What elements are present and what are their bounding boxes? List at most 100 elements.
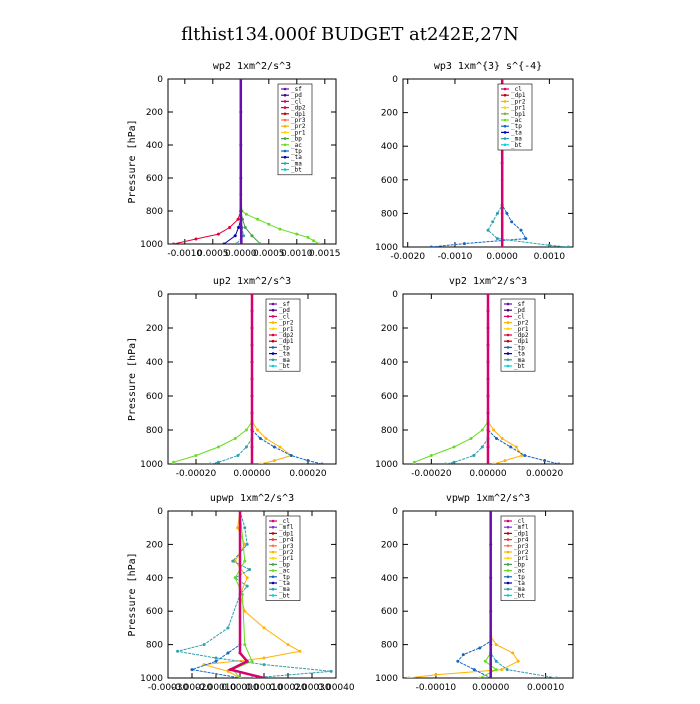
data-point-cl: [250, 377, 254, 381]
legend-label: _cl: [279, 518, 290, 525]
data-point-pr2: [406, 676, 410, 678]
legend-marker: [506, 575, 510, 579]
legend-marker: [503, 124, 507, 128]
legend-label: _dp1: [514, 530, 529, 537]
data-point-ac: [412, 462, 416, 464]
legend-label: _pr3: [514, 543, 529, 550]
panel-title: up2 1xm^2/s^3: [213, 276, 291, 287]
data-point-cl: [486, 462, 490, 464]
legend-label: _pr1: [279, 326, 294, 333]
data-point-ac: [243, 643, 247, 647]
data-point-ma: [245, 542, 249, 546]
data-point-tp: [429, 245, 433, 247]
x-tick-label: -0.00020: [176, 469, 217, 479]
legend-marker: [271, 308, 275, 312]
panel-vp2: vp2 1xm^2/s^3 0 200 400 600 800 1000 -0.00020 0.…: [375, 276, 574, 479]
data-point-cl: [250, 360, 254, 364]
legend-label: _ma: [279, 586, 290, 593]
data-point-cl: [486, 411, 490, 415]
legend-label: _dp1: [279, 530, 294, 537]
series-line-tp: [457, 511, 492, 678]
legend-marker: [503, 143, 507, 147]
x-tick-label: -0.00030: [148, 683, 189, 693]
y-tick-label: 600: [146, 392, 163, 402]
data-point-cl: [250, 343, 254, 347]
data-point-ma: [486, 228, 490, 232]
data-point-ma: [236, 454, 240, 457]
x-tick-label: 0.0015: [309, 249, 341, 259]
legend-marker: [271, 581, 275, 585]
legend-marker: [506, 339, 510, 343]
data-point-sf: [489, 542, 493, 546]
legend-marker: [506, 364, 510, 368]
legend-label: _pr3: [291, 117, 306, 124]
data-point-tp: [478, 646, 482, 650]
data-point-ma: [329, 669, 333, 673]
legend-marker: [271, 563, 275, 566]
legend-label: _ta: [291, 154, 302, 161]
legend-label: _mfl: [279, 524, 294, 531]
legend-marker: [271, 327, 275, 331]
data-point-ma: [216, 460, 220, 464]
data-point-sf: [489, 576, 493, 580]
legend-marker: [271, 575, 275, 579]
legend-label: _tp: [514, 344, 525, 351]
legend-label: _tp: [279, 344, 290, 351]
data-point-pr2: [243, 609, 247, 613]
legend-label: _ma: [514, 357, 525, 364]
data-point-ac: [312, 239, 316, 243]
x-tick-label: -0.0010: [167, 249, 202, 259]
legend-label: _ma: [279, 357, 290, 364]
data-point-tp: [320, 462, 324, 464]
data-point-bp: [243, 226, 247, 229]
data-point-ac: [238, 676, 242, 678]
data-point-cl: [486, 394, 490, 398]
data-point-pr2: [236, 526, 240, 530]
y-tick-label: 200: [381, 109, 398, 119]
panel-upwp: upwp 1xm^2/s^3 Pressure [hPa] 0 200 400 600 80…: [127, 493, 355, 693]
legend-marker: [506, 525, 510, 529]
legend-label: _dp2: [291, 105, 306, 112]
legend-label: _pr2: [279, 549, 294, 556]
data-point-cl: [486, 428, 490, 432]
legend-marker: [506, 563, 510, 566]
x-tick-label: -0.00020: [172, 683, 213, 693]
series-line-ma: [445, 294, 489, 464]
data-point-cl: [250, 462, 254, 464]
legend-label: _bt: [279, 363, 290, 370]
y-tick-label: 1000: [375, 460, 398, 470]
y-tick-label: 0: [157, 290, 163, 300]
panel-title: upwp 1xm^2/s^3: [210, 493, 294, 504]
data-point-cl: [250, 294, 254, 296]
legend-marker: [506, 302, 510, 306]
data-point-tp: [510, 220, 514, 224]
panel-wp3: wp3 1xm^{3} s^{-4}02004006008001000-0.00…: [375, 61, 574, 262]
data-point-ac: [494, 668, 498, 672]
data-point-cl: [500, 245, 504, 247]
data-point-dp2: [236, 217, 240, 221]
legend-marker: [503, 87, 507, 91]
data-point-pr2: [245, 576, 249, 580]
legend-marker: [271, 569, 275, 572]
legend-marker: [283, 87, 287, 91]
legend-marker: [271, 339, 275, 343]
legend-label: _ma: [514, 586, 525, 593]
data-point-cl: [486, 377, 490, 381]
x-tick-label: -0.00010: [416, 683, 457, 693]
legend-label: _ma: [291, 160, 302, 167]
legend-label: _tp: [291, 148, 302, 155]
y-tick-label: 800: [146, 641, 163, 651]
data-point-tp: [519, 228, 523, 232]
legend-marker: [503, 93, 507, 97]
legend-label: _cl: [291, 98, 302, 105]
y-tick-label: 800: [381, 426, 398, 436]
y-tick-label: 400: [381, 574, 398, 584]
data-point-ma: [494, 659, 498, 663]
legend-marker: [283, 168, 287, 171]
data-point-cl: [250, 445, 254, 449]
legend-marker: [271, 519, 275, 523]
legend: _cl_mfl_dp1_pr4_pr3_pr2_pr1_bp_ac_tp_ta_…: [500, 515, 536, 601]
legend-label: _ac: [291, 142, 302, 149]
legend-label: _pr4: [279, 537, 294, 544]
data-point-sf: [489, 643, 493, 647]
